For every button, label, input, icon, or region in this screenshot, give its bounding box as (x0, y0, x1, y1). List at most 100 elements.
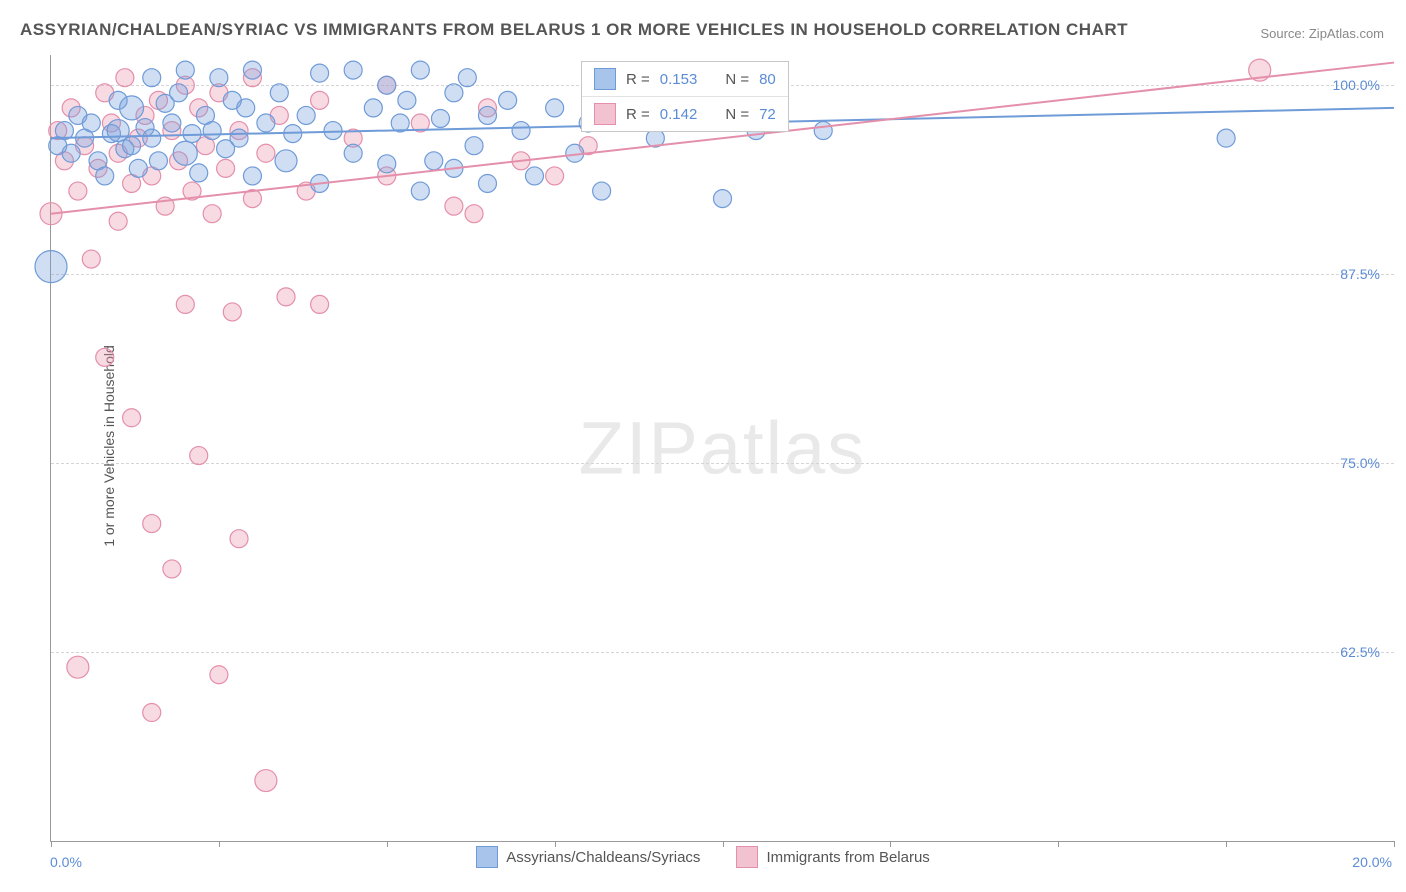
data-point (143, 515, 161, 533)
data-point (257, 144, 275, 162)
data-point (203, 205, 221, 223)
series-name: Assyrians/Chaldeans/Syriacs (506, 849, 700, 866)
data-point (62, 144, 80, 162)
data-point (69, 182, 87, 200)
legend-swatch (476, 846, 498, 868)
data-point (465, 137, 483, 155)
source-label: Source: ZipAtlas.com (1260, 26, 1384, 41)
data-point (190, 447, 208, 465)
data-point (163, 114, 181, 132)
data-point (814, 122, 832, 140)
data-point (255, 770, 277, 792)
data-point (411, 182, 429, 200)
data-point (190, 164, 208, 182)
data-point (170, 84, 188, 102)
data-point (499, 91, 517, 109)
legend-r-label: R = (626, 106, 650, 123)
data-point (324, 122, 342, 140)
series-name: Immigrants from Belarus (766, 849, 929, 866)
data-point (35, 251, 67, 283)
data-point (82, 114, 100, 132)
data-point (176, 61, 194, 79)
legend-swatch (736, 846, 758, 868)
legend-swatch (594, 68, 616, 90)
bottom-legend-item: Assyrians/Chaldeans/Syriacs (476, 846, 700, 868)
data-point (143, 69, 161, 87)
legend-r-value: 0.142 (660, 106, 698, 123)
data-point (378, 155, 396, 173)
data-point (344, 144, 362, 162)
legend-inset: R = 0.153 N = 80 R = 0.142 N = 72 (581, 61, 789, 132)
data-point (143, 129, 161, 147)
data-point (230, 129, 248, 147)
data-point (149, 152, 167, 170)
data-point (183, 125, 201, 143)
data-point (210, 666, 228, 684)
data-point (525, 167, 543, 185)
legend-n-label: N = (725, 71, 749, 88)
data-point (67, 656, 89, 678)
data-point (109, 212, 127, 230)
data-point (465, 205, 483, 223)
legend-r-label: R = (626, 71, 650, 88)
bottom-legend-item: Immigrants from Belarus (736, 846, 929, 868)
data-point (311, 295, 329, 313)
legend-n-value: 80 (759, 71, 776, 88)
data-point (344, 61, 362, 79)
data-point (714, 190, 732, 208)
data-point (82, 250, 100, 268)
scatter-svg (51, 55, 1394, 841)
data-point (123, 137, 141, 155)
data-point (398, 91, 416, 109)
data-point (96, 348, 114, 366)
legend-n-label: N = (725, 106, 749, 123)
data-point (378, 76, 396, 94)
data-point (163, 560, 181, 578)
data-point (311, 91, 329, 109)
data-point (123, 409, 141, 427)
data-point (120, 96, 144, 120)
data-point (230, 530, 248, 548)
data-point (270, 84, 288, 102)
data-point (237, 99, 255, 117)
plot-area: ZIPatlas 75.0%100.0%62.5%87.5% R =0.153N… (50, 55, 1394, 842)
data-point (173, 141, 197, 165)
data-point (243, 61, 261, 79)
data-point (243, 167, 261, 185)
data-point (445, 84, 463, 102)
data-point (1217, 129, 1235, 147)
data-point (445, 197, 463, 215)
legend-row: R = 0.153 N = 80 (582, 62, 788, 97)
data-point (411, 61, 429, 79)
data-point (546, 167, 564, 185)
data-point (129, 159, 147, 177)
data-point (364, 99, 382, 117)
data-point (512, 122, 530, 140)
data-point (425, 152, 443, 170)
legend-r-value: 0.153 (660, 71, 698, 88)
bottom-legend: Assyrians/Chaldeans/Syriacs Immigrants fr… (0, 846, 1406, 872)
data-point (478, 174, 496, 192)
data-point (176, 295, 194, 313)
data-point (297, 106, 315, 124)
data-point (143, 704, 161, 722)
data-point (277, 288, 295, 306)
legend-row: R = 0.142 N = 72 (582, 97, 788, 131)
data-point (431, 109, 449, 127)
data-point (217, 159, 235, 177)
data-point (478, 106, 496, 124)
data-point (593, 182, 611, 200)
legend-swatch (594, 103, 616, 125)
data-point (116, 69, 134, 87)
data-point (546, 99, 564, 117)
data-point (275, 150, 297, 172)
data-point (223, 303, 241, 321)
data-point (311, 64, 329, 82)
data-point (96, 167, 114, 185)
data-point (458, 69, 476, 87)
chart-title: ASSYRIAN/CHALDEAN/SYRIAC VS IMMIGRANTS F… (20, 20, 1128, 40)
data-point (257, 114, 275, 132)
legend-n-value: 72 (759, 106, 776, 123)
data-point (203, 122, 221, 140)
data-point (210, 69, 228, 87)
